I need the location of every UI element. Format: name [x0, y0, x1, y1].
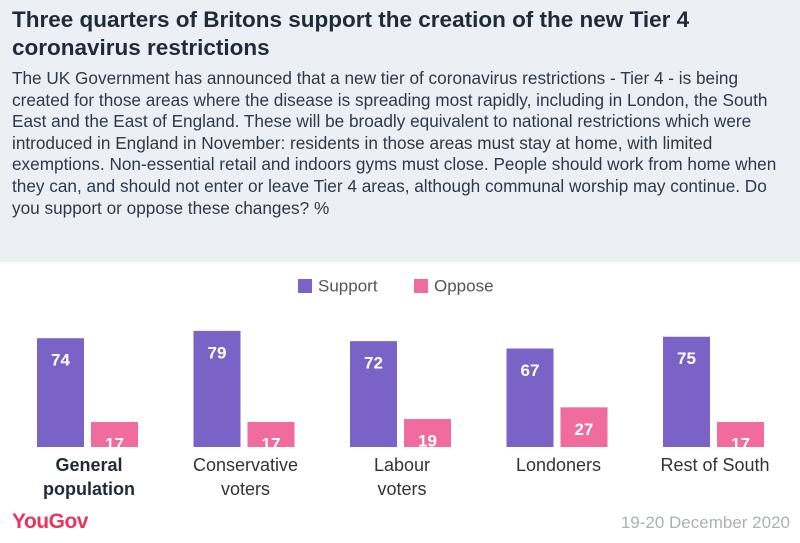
bar [404, 419, 451, 447]
value-label: 74 [51, 351, 70, 370]
bar [91, 422, 138, 447]
value-label: 67 [521, 361, 540, 380]
bar [37, 338, 84, 447]
bar [717, 422, 764, 447]
category-label: Rest of South [660, 455, 770, 475]
bar [350, 341, 397, 447]
legend-label: Support [318, 276, 378, 295]
category-label: General population [43, 455, 135, 499]
legend-swatch [414, 279, 428, 293]
bar [663, 336, 710, 447]
legend-swatch [298, 279, 312, 293]
category-label: Labour voters [373, 455, 431, 499]
logo: YouGov [12, 510, 88, 533]
value-label: 27 [575, 420, 594, 439]
bar [193, 330, 241, 447]
chart-title: Three quarters of Britons support the cr… [12, 7, 690, 60]
legend-label: Oppose [434, 276, 494, 295]
value-label: 17 [731, 434, 750, 453]
value-label: 17 [262, 434, 281, 453]
bar [247, 422, 295, 447]
header: Three quarters of Britons support the cr… [0, 0, 800, 262]
value-label: 79 [208, 343, 227, 362]
bar [560, 407, 608, 447]
category-label: Conservative voters [192, 455, 299, 499]
category-label: Londoners [515, 455, 602, 475]
date: 19-20 December 2020 [620, 513, 790, 532]
value-label: 19 [418, 432, 437, 451]
bar [506, 348, 554, 447]
chart-subtitle: The UK Government has announced that a n… [12, 68, 777, 218]
value-label: 75 [677, 349, 696, 368]
value-label: 17 [105, 434, 124, 453]
value-label: 72 [364, 354, 383, 373]
